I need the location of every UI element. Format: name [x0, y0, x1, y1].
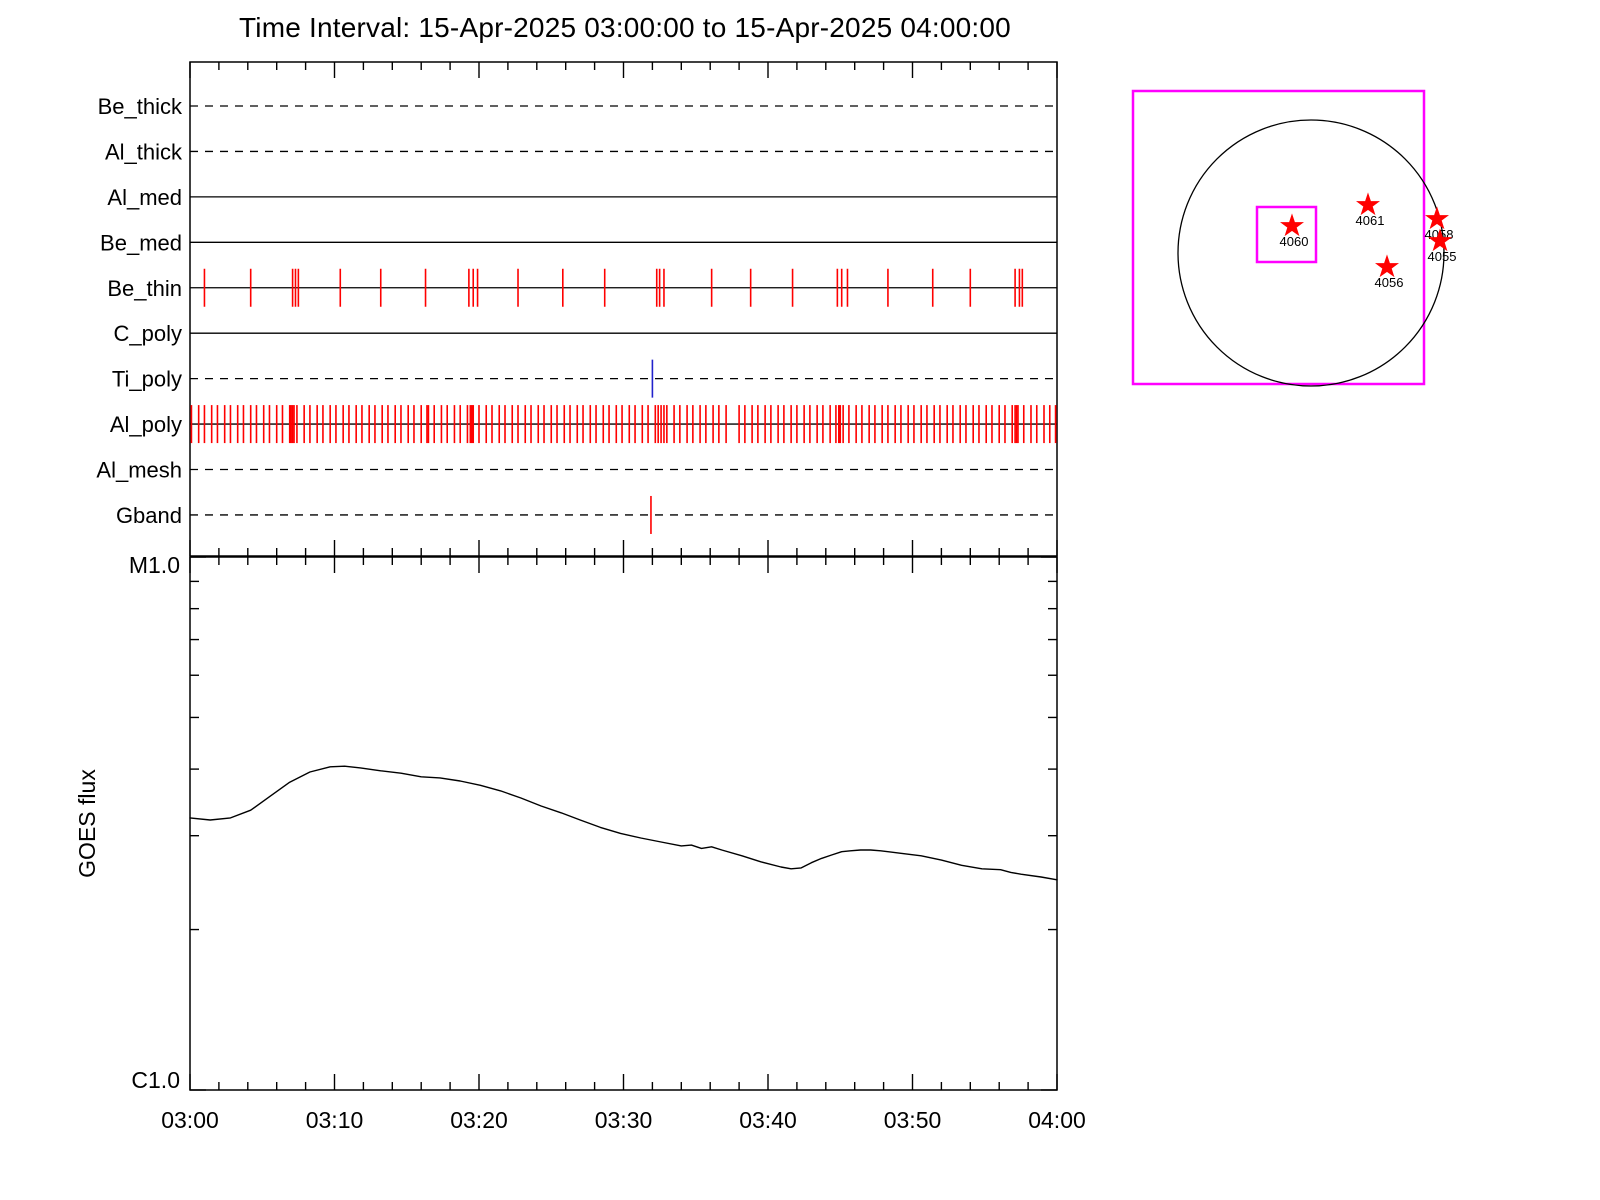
solar-limb-circle: [1177, 119, 1445, 387]
flare-label-4060: 4060: [1280, 234, 1309, 249]
x-axis-time-label: 03:20: [450, 1107, 508, 1133]
flare-star-4058: [1424, 206, 1450, 230]
goes-flux-curve: [189, 765, 1058, 881]
filter-row-label-C_poly: C_poly: [114, 321, 182, 346]
x-axis-time-label: 04:00: [1028, 1107, 1086, 1133]
x-axis-time-label: 03:40: [739, 1107, 797, 1133]
filter-row-label-Al_poly: Al_poly: [110, 412, 182, 437]
flare-star-4060: [1279, 213, 1305, 237]
flare-star-4061: [1355, 192, 1381, 216]
x-axis-time-label: 03:50: [884, 1107, 942, 1133]
flare-star-4056: [1374, 254, 1400, 278]
time-interval-title: Time Interval: 15-Apr-2025 03:00:00 to 1…: [239, 12, 1011, 43]
flare-label-4061: 4061: [1356, 213, 1385, 228]
filter-row-label-Al_med: Al_med: [107, 185, 182, 210]
flare-star-4055: [1427, 228, 1453, 252]
filter-row-label-Al_thick: Al_thick: [105, 139, 183, 164]
filter-row-label-Gband: Gband: [116, 503, 182, 528]
goes-ymin-label: C1.0: [131, 1067, 180, 1093]
fov-box: [1131, 89, 1426, 386]
goes-ymax-label: M1.0: [129, 552, 180, 578]
x-axis-time-label: 03:30: [595, 1107, 653, 1133]
filter-row-label-Be_med: Be_med: [100, 230, 182, 255]
filter-panel-border: [189, 61, 1058, 557]
target-region-box: [1255, 205, 1318, 264]
goes-panel-border: [189, 556, 1058, 1091]
filter-row-label-Be_thin: Be_thin: [107, 276, 182, 301]
flare-label-4056: 4056: [1375, 275, 1404, 290]
filter-row-label-Al_mesh: Al_mesh: [96, 458, 182, 483]
goes-y-axis-title: GOES flux: [74, 769, 100, 878]
filter-row-label-Ti_poly: Ti_poly: [112, 367, 182, 392]
flare-label-4055: 4055: [1428, 249, 1457, 264]
filter-row-label-Be_thick: Be_thick: [98, 94, 183, 119]
x-axis-time-label: 03:10: [306, 1107, 364, 1133]
x-axis-time-label: 03:00: [161, 1107, 219, 1133]
